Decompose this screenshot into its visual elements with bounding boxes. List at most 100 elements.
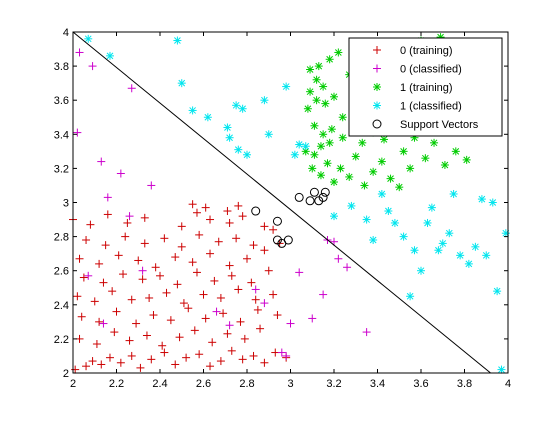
point-0-training (249, 351, 258, 360)
point-1-classified (223, 123, 232, 132)
point-0-training (260, 246, 269, 255)
point-0-training (256, 324, 265, 333)
point-0-classified (308, 314, 317, 323)
point-0-training (249, 241, 258, 250)
point-1-training (399, 147, 408, 156)
point-0-training (110, 328, 119, 337)
point-0-training (162, 288, 171, 297)
point-0-training (175, 333, 184, 342)
point-1-training (386, 174, 395, 183)
point-1-training (360, 181, 369, 190)
point-1-training (303, 104, 312, 113)
y-tick-label: 2.6 (54, 266, 69, 278)
point-1-training (351, 152, 360, 161)
point-0-classified (75, 48, 84, 57)
point-0-classified (295, 268, 304, 277)
point-0-training (138, 275, 147, 284)
point-0-training (195, 350, 204, 359)
point-0-training (223, 207, 232, 216)
y-tick-label: 3 (63, 198, 69, 210)
point-1-training (430, 138, 439, 147)
point-0-training (206, 215, 215, 224)
point-0-training (125, 336, 134, 345)
point-1-training (306, 65, 315, 74)
point-0-training (79, 273, 88, 282)
legend-marker-support-vectors (372, 119, 382, 129)
point-support-vectors (305, 196, 315, 206)
point-0-classified (334, 254, 343, 263)
decision-boundary-layer (72, 31, 491, 374)
point-0-classified (147, 181, 156, 190)
point-support-vectors (309, 187, 319, 197)
point-0-training (188, 258, 197, 267)
point-1-training (358, 138, 367, 147)
point-0-training (201, 203, 210, 212)
point-0-training (116, 358, 125, 367)
point-0-classified (277, 348, 286, 357)
point-1-classified (290, 150, 299, 159)
point-1-classified (417, 266, 425, 275)
point-1-classified (105, 51, 114, 60)
point-support-vectors (272, 216, 282, 226)
point-1-training (369, 167, 378, 176)
point-0-training (234, 201, 243, 210)
point-0-training (95, 259, 104, 268)
point-1-classified (449, 189, 458, 198)
point-0-classified (99, 319, 108, 328)
point-support-vectors (294, 192, 304, 202)
point-1-classified (295, 140, 304, 149)
point-0-training (112, 307, 121, 316)
point-0-training (90, 297, 99, 306)
point-0-training (82, 236, 91, 245)
point-0-training (269, 290, 278, 299)
point-1-classified (384, 207, 393, 216)
legend-entry-0-training: 0 (training) (373, 45, 453, 57)
legend-label: 1 (classified) (400, 101, 462, 113)
point-0-training (121, 232, 130, 241)
point-0-classified (138, 266, 147, 275)
point-1-classified (362, 215, 371, 224)
point-1-training (330, 178, 338, 187)
y-tick-label: 2.4 (54, 300, 69, 312)
point-0-training (156, 271, 164, 280)
x-tick-label: 2 (70, 378, 76, 390)
point-0-classified (125, 212, 134, 221)
x-tick-label: 3.4 (370, 378, 385, 390)
y-tick-label: 3.4 (54, 129, 69, 141)
point-0-classified (88, 62, 97, 71)
point-1-classified (427, 203, 436, 212)
y-tick-label: 2.2 (54, 334, 69, 346)
legend-entry-0-classified: 0 (classified) (373, 64, 462, 76)
point-1-classified (406, 292, 415, 301)
point-1-training (321, 99, 330, 108)
x-tick-label: 3.6 (413, 378, 428, 390)
data-marks (69, 33, 510, 374)
point-0-classified (116, 169, 125, 178)
decision-boundary-line (72, 31, 491, 374)
point-0-training (171, 360, 180, 369)
x-tick-label: 2.2 (109, 378, 124, 390)
point-1-classified (203, 113, 212, 122)
point-0-training (214, 237, 223, 246)
point-0-training (206, 362, 215, 371)
point-0-training (119, 270, 128, 279)
point-1-classified (438, 239, 447, 248)
point-1-training (327, 125, 336, 134)
point-support-vectors (251, 206, 261, 216)
point-1-classified (260, 96, 269, 105)
point-0-training (195, 230, 204, 239)
point-0-training (127, 295, 136, 304)
point-1-classified (497, 365, 506, 374)
point-0-training (140, 239, 149, 248)
point-1-training (306, 87, 315, 96)
point-0-training (75, 254, 84, 263)
point-1-training (406, 164, 415, 173)
point-1-training (325, 138, 334, 147)
point-0-training (253, 305, 262, 314)
point-0-training (225, 218, 234, 227)
point-support-vectors (318, 192, 328, 202)
point-0-training (160, 234, 169, 243)
point-1-training (308, 164, 317, 173)
legend-label: Support Vectors (400, 119, 479, 131)
point-1-classified (501, 229, 510, 238)
